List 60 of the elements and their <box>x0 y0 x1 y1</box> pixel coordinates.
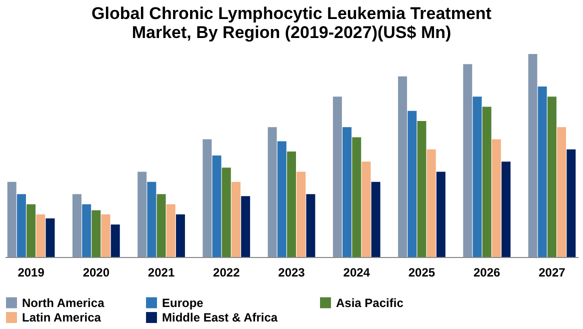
x-tick-label: 2021 <box>148 266 175 280</box>
bar <box>332 96 342 257</box>
bar <box>502 162 511 257</box>
bar <box>166 204 176 257</box>
legend-label: Latin America <box>22 310 102 324</box>
x-tick-label: 2027 <box>538 266 566 280</box>
bar <box>202 139 212 257</box>
bar <box>222 168 231 257</box>
bar <box>7 182 16 257</box>
bar <box>287 151 296 257</box>
x-tick-label: 2020 <box>82 266 110 280</box>
bar <box>362 162 371 257</box>
x-tick-label: 2025 <box>408 266 436 280</box>
chart-title: Global Chronic Lymphocytic Leukemia Treatment Market, By Region (2019-2027)(US$ Mn) <box>92 4 492 42</box>
bar <box>472 96 482 257</box>
bar <box>72 194 82 257</box>
bar <box>371 182 380 257</box>
bar <box>528 54 538 257</box>
bar <box>36 214 46 257</box>
bar <box>547 96 556 257</box>
bar <box>241 196 250 257</box>
bar <box>463 64 472 257</box>
bar <box>176 214 185 257</box>
bar <box>156 194 166 257</box>
bar <box>277 141 286 257</box>
legend-label: Asia Pacific <box>336 296 404 310</box>
legend-label: Middle East & Africa <box>162 310 278 324</box>
bar <box>110 224 120 257</box>
legend-label: North America <box>22 296 105 310</box>
bar <box>212 156 222 257</box>
bar <box>482 106 492 257</box>
bar <box>408 110 417 257</box>
x-tick-label: 2024 <box>343 266 370 280</box>
bar <box>436 172 446 257</box>
bar <box>306 194 316 257</box>
bar <box>426 149 436 257</box>
x-tick-label: 2022 <box>213 266 240 280</box>
bar <box>566 149 576 257</box>
bar <box>417 120 426 257</box>
x-tick-label: 2023 <box>278 266 306 280</box>
bar <box>101 214 110 257</box>
bar <box>16 194 26 257</box>
bar <box>296 172 306 257</box>
legend-label: Europe <box>162 296 204 310</box>
bar <box>46 218 55 257</box>
bar <box>138 172 147 257</box>
bar <box>352 137 362 257</box>
bar <box>398 76 408 257</box>
bar <box>147 182 156 257</box>
bar <box>342 127 352 257</box>
x-tick-label: 2019 <box>18 266 45 280</box>
bar <box>231 182 240 257</box>
bar <box>492 139 501 257</box>
bar <box>26 204 36 257</box>
bar <box>92 210 101 257</box>
x-tick-label: 2026 <box>473 266 501 280</box>
bar <box>557 127 566 257</box>
bar <box>268 127 277 257</box>
bar <box>538 86 547 257</box>
bar <box>82 204 92 257</box>
